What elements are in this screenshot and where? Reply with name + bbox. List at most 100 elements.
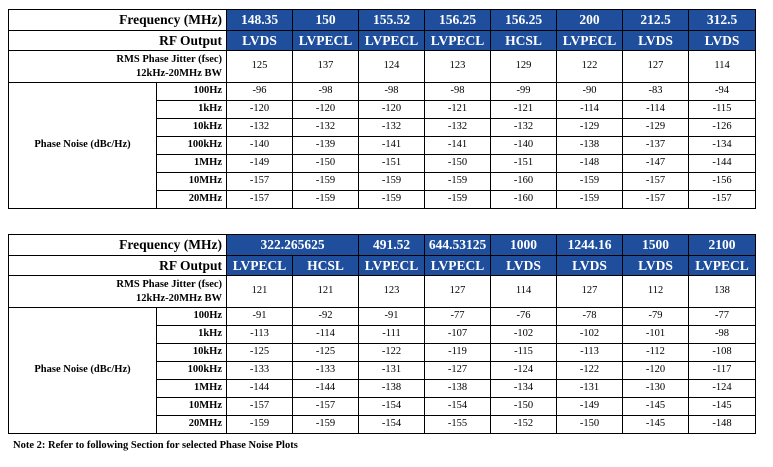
phase-noise-cell: -91 xyxy=(226,307,294,326)
phase-noise-cell: -150 xyxy=(292,154,360,173)
phase-noise-cell: -159 xyxy=(424,172,492,191)
phase-noise-cell: -132 xyxy=(358,118,426,137)
phase-noise-cell: -98 xyxy=(688,325,757,344)
phase-noise-label: Phase Noise (dBc/Hz) xyxy=(8,82,157,209)
frequency-cell: 2100 xyxy=(688,234,757,256)
phase-noise-cell: -77 xyxy=(688,307,757,326)
phase-noise-cell: -147 xyxy=(622,154,690,173)
phase-noise-cell: -94 xyxy=(688,82,757,101)
spec-table-1: Frequency (MHz) 148.35 150 155.52 156.25… xyxy=(7,9,757,209)
frequency-cell: 644.53125 xyxy=(424,234,492,256)
phase-noise-cell: -114 xyxy=(292,325,360,344)
phase-noise-cell: -129 xyxy=(622,118,690,137)
jitter-cell: 123 xyxy=(358,275,426,308)
phase-noise-cell: -149 xyxy=(556,397,624,416)
phase-noise-cell: -148 xyxy=(556,154,624,173)
phase-noise-label: Phase Noise (dBc/Hz) xyxy=(8,307,157,434)
phase-noise-cell: -98 xyxy=(292,82,360,101)
phase-noise-row: 20MHz -157 -159 -159 -159 -160 -159 -157… xyxy=(9,190,757,209)
offset-label: 10MHz xyxy=(155,172,228,191)
phase-noise-cell: -119 xyxy=(424,343,492,362)
phase-noise-cell: -151 xyxy=(358,154,426,173)
phase-noise-cell: -117 xyxy=(688,361,757,380)
frequency-cell: 312.5 xyxy=(688,9,757,31)
phase-noise-cell: -132 xyxy=(226,118,294,137)
offset-label: 100kHz xyxy=(155,361,228,380)
frequency-cell: 156.25 xyxy=(424,9,492,31)
phase-noise-cell: -157 xyxy=(292,397,360,416)
phase-noise-cell: -145 xyxy=(622,415,690,434)
phase-noise-cell: -124 xyxy=(490,361,558,380)
phase-noise-cell: -155 xyxy=(424,415,492,434)
phase-noise-cell: -159 xyxy=(424,190,492,209)
jitter-cell: 121 xyxy=(226,275,294,308)
phase-noise-cell: -149 xyxy=(226,154,294,173)
phase-noise-cell: -159 xyxy=(556,172,624,191)
jitter-cell: 125 xyxy=(226,50,294,83)
rf-output-cell: LVDS xyxy=(490,255,558,276)
rf-output-cell: LVPECL xyxy=(556,30,624,51)
phase-noise-cell: -112 xyxy=(622,343,690,362)
phase-noise-row: 1kHz -120 -120 -120 -121 -121 -114 -114 … xyxy=(9,100,757,119)
frequency-label: Frequency (MHz) xyxy=(7,9,228,31)
phase-noise-cell: -78 xyxy=(556,307,624,326)
phase-noise-cell: -141 xyxy=(358,136,426,155)
phase-noise-cell: -102 xyxy=(556,325,624,344)
phase-noise-cell: -124 xyxy=(688,379,757,398)
jitter-cell: 112 xyxy=(622,275,690,308)
jitter-cell: 121 xyxy=(292,275,360,308)
phase-noise-cell: -144 xyxy=(292,379,360,398)
phase-noise-cell: -90 xyxy=(556,82,624,101)
jitter-label: RMS Phase Jitter (fsec) 12kHz-20MHz BW xyxy=(7,275,228,308)
phase-noise-cell: -159 xyxy=(292,190,360,209)
jitter-cell: 138 xyxy=(688,275,757,308)
jitter-row: RMS Phase Jitter (fsec) 12kHz-20MHz BW 1… xyxy=(7,275,757,308)
phase-noise-cell: -101 xyxy=(622,325,690,344)
phase-noise-cell: -150 xyxy=(556,415,624,434)
phase-noise-cell: -127 xyxy=(424,361,492,380)
frequency-cell: 1500 xyxy=(622,234,690,256)
rf-output-cell: LVPECL xyxy=(292,30,360,51)
phase-noise-cell: -150 xyxy=(490,397,558,416)
phase-noise-cell: -113 xyxy=(556,343,624,362)
phase-noise-cell: -145 xyxy=(688,397,757,416)
frequency-cell: 322.265625 xyxy=(226,234,360,256)
phase-noise-row: Phase Noise (dBc/Hz) 100Hz -96 -98 -98 -… xyxy=(8,82,757,209)
rf-output-cell: LVPECL xyxy=(424,30,492,51)
phase-noise-cell: -131 xyxy=(358,361,426,380)
jitter-cell: 114 xyxy=(490,275,558,308)
rf-output-cell: LVPECL xyxy=(226,255,294,276)
jitter-cell: 129 xyxy=(490,50,558,83)
jitter-label: RMS Phase Jitter (fsec) 12kHz-20MHz BW xyxy=(7,50,228,83)
rf-output-cell: LVDS xyxy=(226,30,294,51)
frequency-row: Frequency (MHz) 148.35 150 155.52 156.25… xyxy=(7,9,757,31)
phase-noise-cell: -98 xyxy=(424,82,492,101)
rf-output-cell: LVDS xyxy=(556,255,624,276)
jitter-cell: 123 xyxy=(424,50,492,83)
phase-noise-cell: -159 xyxy=(292,415,360,434)
phase-noise-cell: -107 xyxy=(424,325,492,344)
phase-noise-cell: -79 xyxy=(622,307,690,326)
frequency-cell: 491.52 xyxy=(358,234,426,256)
phase-noise-cell: -157 xyxy=(226,172,294,191)
phase-noise-cell: -151 xyxy=(490,154,558,173)
phase-noise-cell: -83 xyxy=(622,82,690,101)
phase-noise-row: Phase Noise (dBc/Hz) 100Hz -91 -92 -91 -… xyxy=(8,307,757,434)
phase-noise-cell: -156 xyxy=(688,172,757,191)
footnote: Note 2: Refer to following Section for s… xyxy=(13,440,298,451)
offset-label: 1kHz xyxy=(155,325,228,344)
spec-table-2: Frequency (MHz) 322.265625 491.52 644.53… xyxy=(7,234,757,434)
phase-noise-cell: -157 xyxy=(622,190,690,209)
phase-noise-cell: -160 xyxy=(490,190,558,209)
jitter-cell: 127 xyxy=(622,50,690,83)
phase-noise-cell: -91 xyxy=(358,307,426,326)
rf-output-label: RF Output xyxy=(7,30,228,51)
jitter-cell: 137 xyxy=(292,50,360,83)
phase-noise-cell: -132 xyxy=(292,118,360,137)
phase-noise-cell: -120 xyxy=(292,100,360,119)
phase-noise-cell: -132 xyxy=(490,118,558,137)
phase-noise-cell: -125 xyxy=(292,343,360,362)
offset-label: 1MHz xyxy=(155,379,228,398)
jitter-label-line2: 12kHz-20MHz BW xyxy=(135,292,223,304)
phase-noise-cell: -159 xyxy=(358,172,426,191)
